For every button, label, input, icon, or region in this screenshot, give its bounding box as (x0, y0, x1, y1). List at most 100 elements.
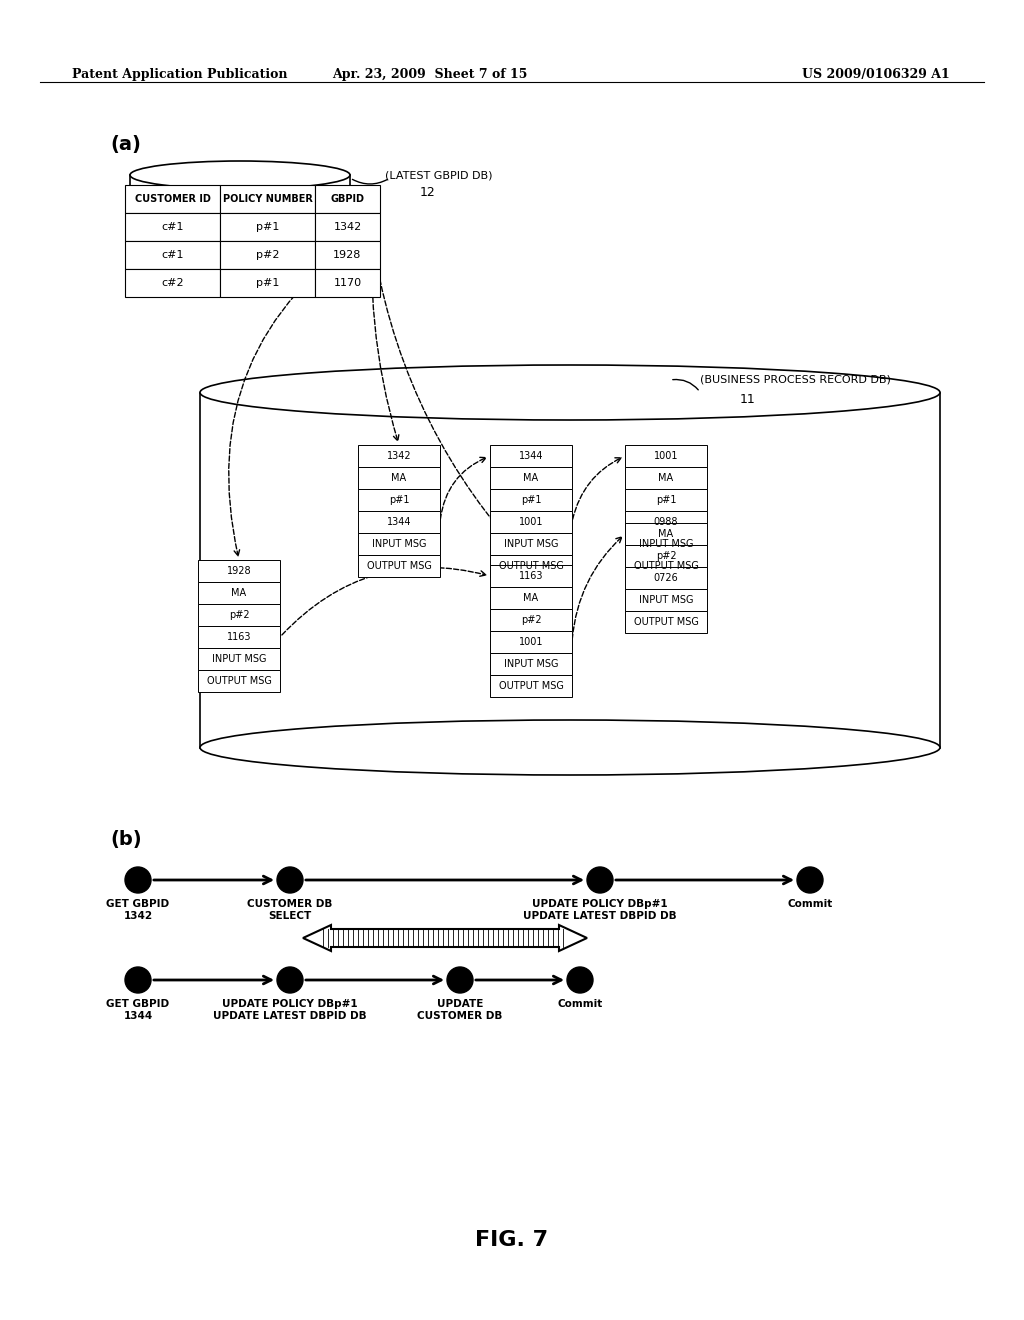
Bar (625, 589, 707, 611)
Text: INPUT MSG: INPUT MSG (639, 595, 693, 605)
Text: 1163: 1163 (519, 572, 544, 581)
Text: MA: MA (231, 587, 247, 598)
Text: p#2: p#2 (520, 615, 542, 624)
Text: CUSTOMER ID: CUSTOMER ID (134, 194, 211, 205)
Text: OUTPUT MSG: OUTPUT MSG (634, 561, 698, 572)
Bar (198, 626, 280, 648)
Text: INPUT MSG: INPUT MSG (504, 659, 558, 669)
Circle shape (125, 968, 151, 993)
Text: MA: MA (391, 473, 407, 483)
Bar (315, 269, 380, 297)
Text: MA: MA (658, 529, 674, 539)
Circle shape (278, 867, 303, 894)
Text: c#1: c#1 (161, 249, 183, 260)
Text: CUSTOMER DB
SELECT: CUSTOMER DB SELECT (248, 899, 333, 920)
Text: p#1: p#1 (521, 495, 542, 506)
Text: 11: 11 (740, 393, 756, 407)
Bar (358, 511, 440, 533)
Text: OUTPUT MSG: OUTPUT MSG (499, 681, 563, 690)
Bar (125, 269, 220, 297)
Bar (490, 631, 572, 653)
Text: 12: 12 (420, 186, 436, 199)
Bar (198, 671, 280, 692)
Bar (130, 176, 350, 265)
Bar (220, 242, 315, 269)
Text: OUTPUT MSG: OUTPUT MSG (634, 616, 698, 627)
Bar (625, 545, 707, 568)
Circle shape (125, 867, 151, 894)
Bar (490, 675, 572, 697)
Text: p#2: p#2 (256, 249, 280, 260)
Text: c#1: c#1 (161, 222, 183, 232)
Circle shape (278, 968, 303, 993)
Bar (490, 565, 572, 587)
Text: INPUT MSG: INPUT MSG (372, 539, 426, 549)
Bar (490, 609, 572, 631)
Text: OUTPUT MSG: OUTPUT MSG (367, 561, 431, 572)
Bar (200, 392, 940, 747)
Text: c#2: c#2 (161, 279, 184, 288)
Ellipse shape (130, 161, 350, 189)
Bar (358, 488, 440, 511)
Bar (358, 533, 440, 554)
Bar (490, 511, 572, 533)
Bar (358, 554, 440, 577)
Text: UPDATE POLICY DBp#1
UPDATE LATEST DBPID DB: UPDATE POLICY DBp#1 UPDATE LATEST DBPID … (213, 999, 367, 1020)
Text: 1928: 1928 (226, 566, 251, 576)
Text: POLICY NUMBER: POLICY NUMBER (222, 194, 312, 205)
Text: Patent Application Publication: Patent Application Publication (72, 69, 288, 81)
Circle shape (447, 968, 473, 993)
Bar (315, 213, 380, 242)
Text: p#1: p#1 (256, 279, 280, 288)
Text: OUTPUT MSG: OUTPUT MSG (207, 676, 271, 686)
Bar (625, 611, 707, 634)
Bar (358, 467, 440, 488)
Text: GET GBPID
1344: GET GBPID 1344 (106, 999, 170, 1020)
Polygon shape (303, 925, 587, 950)
Text: UPDATE
CUSTOMER DB: UPDATE CUSTOMER DB (418, 999, 503, 1020)
Bar (490, 445, 572, 467)
Text: 0988: 0988 (653, 517, 678, 527)
Bar (220, 213, 315, 242)
Bar (125, 242, 220, 269)
Text: 1344: 1344 (387, 517, 412, 527)
Bar (625, 445, 707, 467)
Text: p#2: p#2 (655, 550, 676, 561)
Circle shape (587, 867, 613, 894)
Bar (625, 467, 707, 488)
Bar (490, 653, 572, 675)
Text: UPDATE POLICY DBp#1
UPDATE LATEST DBPID DB: UPDATE POLICY DBp#1 UPDATE LATEST DBPID … (523, 899, 677, 920)
Text: 1928: 1928 (334, 249, 361, 260)
Text: (a): (a) (110, 135, 141, 154)
Bar (490, 587, 572, 609)
Bar (198, 605, 280, 626)
Bar (220, 269, 315, 297)
Bar (490, 488, 572, 511)
Text: 1163: 1163 (226, 632, 251, 642)
Bar (198, 582, 280, 605)
Text: FIG. 7: FIG. 7 (475, 1230, 549, 1250)
Text: p#1: p#1 (655, 495, 676, 506)
Text: (b): (b) (110, 830, 141, 849)
Text: GET GBPID
1342: GET GBPID 1342 (106, 899, 170, 920)
Bar (490, 554, 572, 577)
Text: 1001: 1001 (519, 638, 544, 647)
Ellipse shape (130, 251, 350, 279)
Circle shape (567, 968, 593, 993)
Text: 1344: 1344 (519, 451, 544, 461)
Bar (625, 511, 707, 533)
Text: p#2: p#2 (228, 610, 249, 620)
Text: 0726: 0726 (653, 573, 678, 583)
Bar (490, 533, 572, 554)
Text: (BUSINESS PROCESS RECORD DB): (BUSINESS PROCESS RECORD DB) (700, 375, 891, 385)
Bar (625, 523, 707, 545)
Text: INPUT MSG: INPUT MSG (212, 653, 266, 664)
Bar (125, 213, 220, 242)
Text: MA: MA (523, 593, 539, 603)
Text: MA: MA (658, 473, 674, 483)
Text: 1342: 1342 (334, 222, 361, 232)
Text: MA: MA (523, 473, 539, 483)
Bar (625, 488, 707, 511)
Bar (220, 185, 315, 213)
Bar (625, 568, 707, 589)
